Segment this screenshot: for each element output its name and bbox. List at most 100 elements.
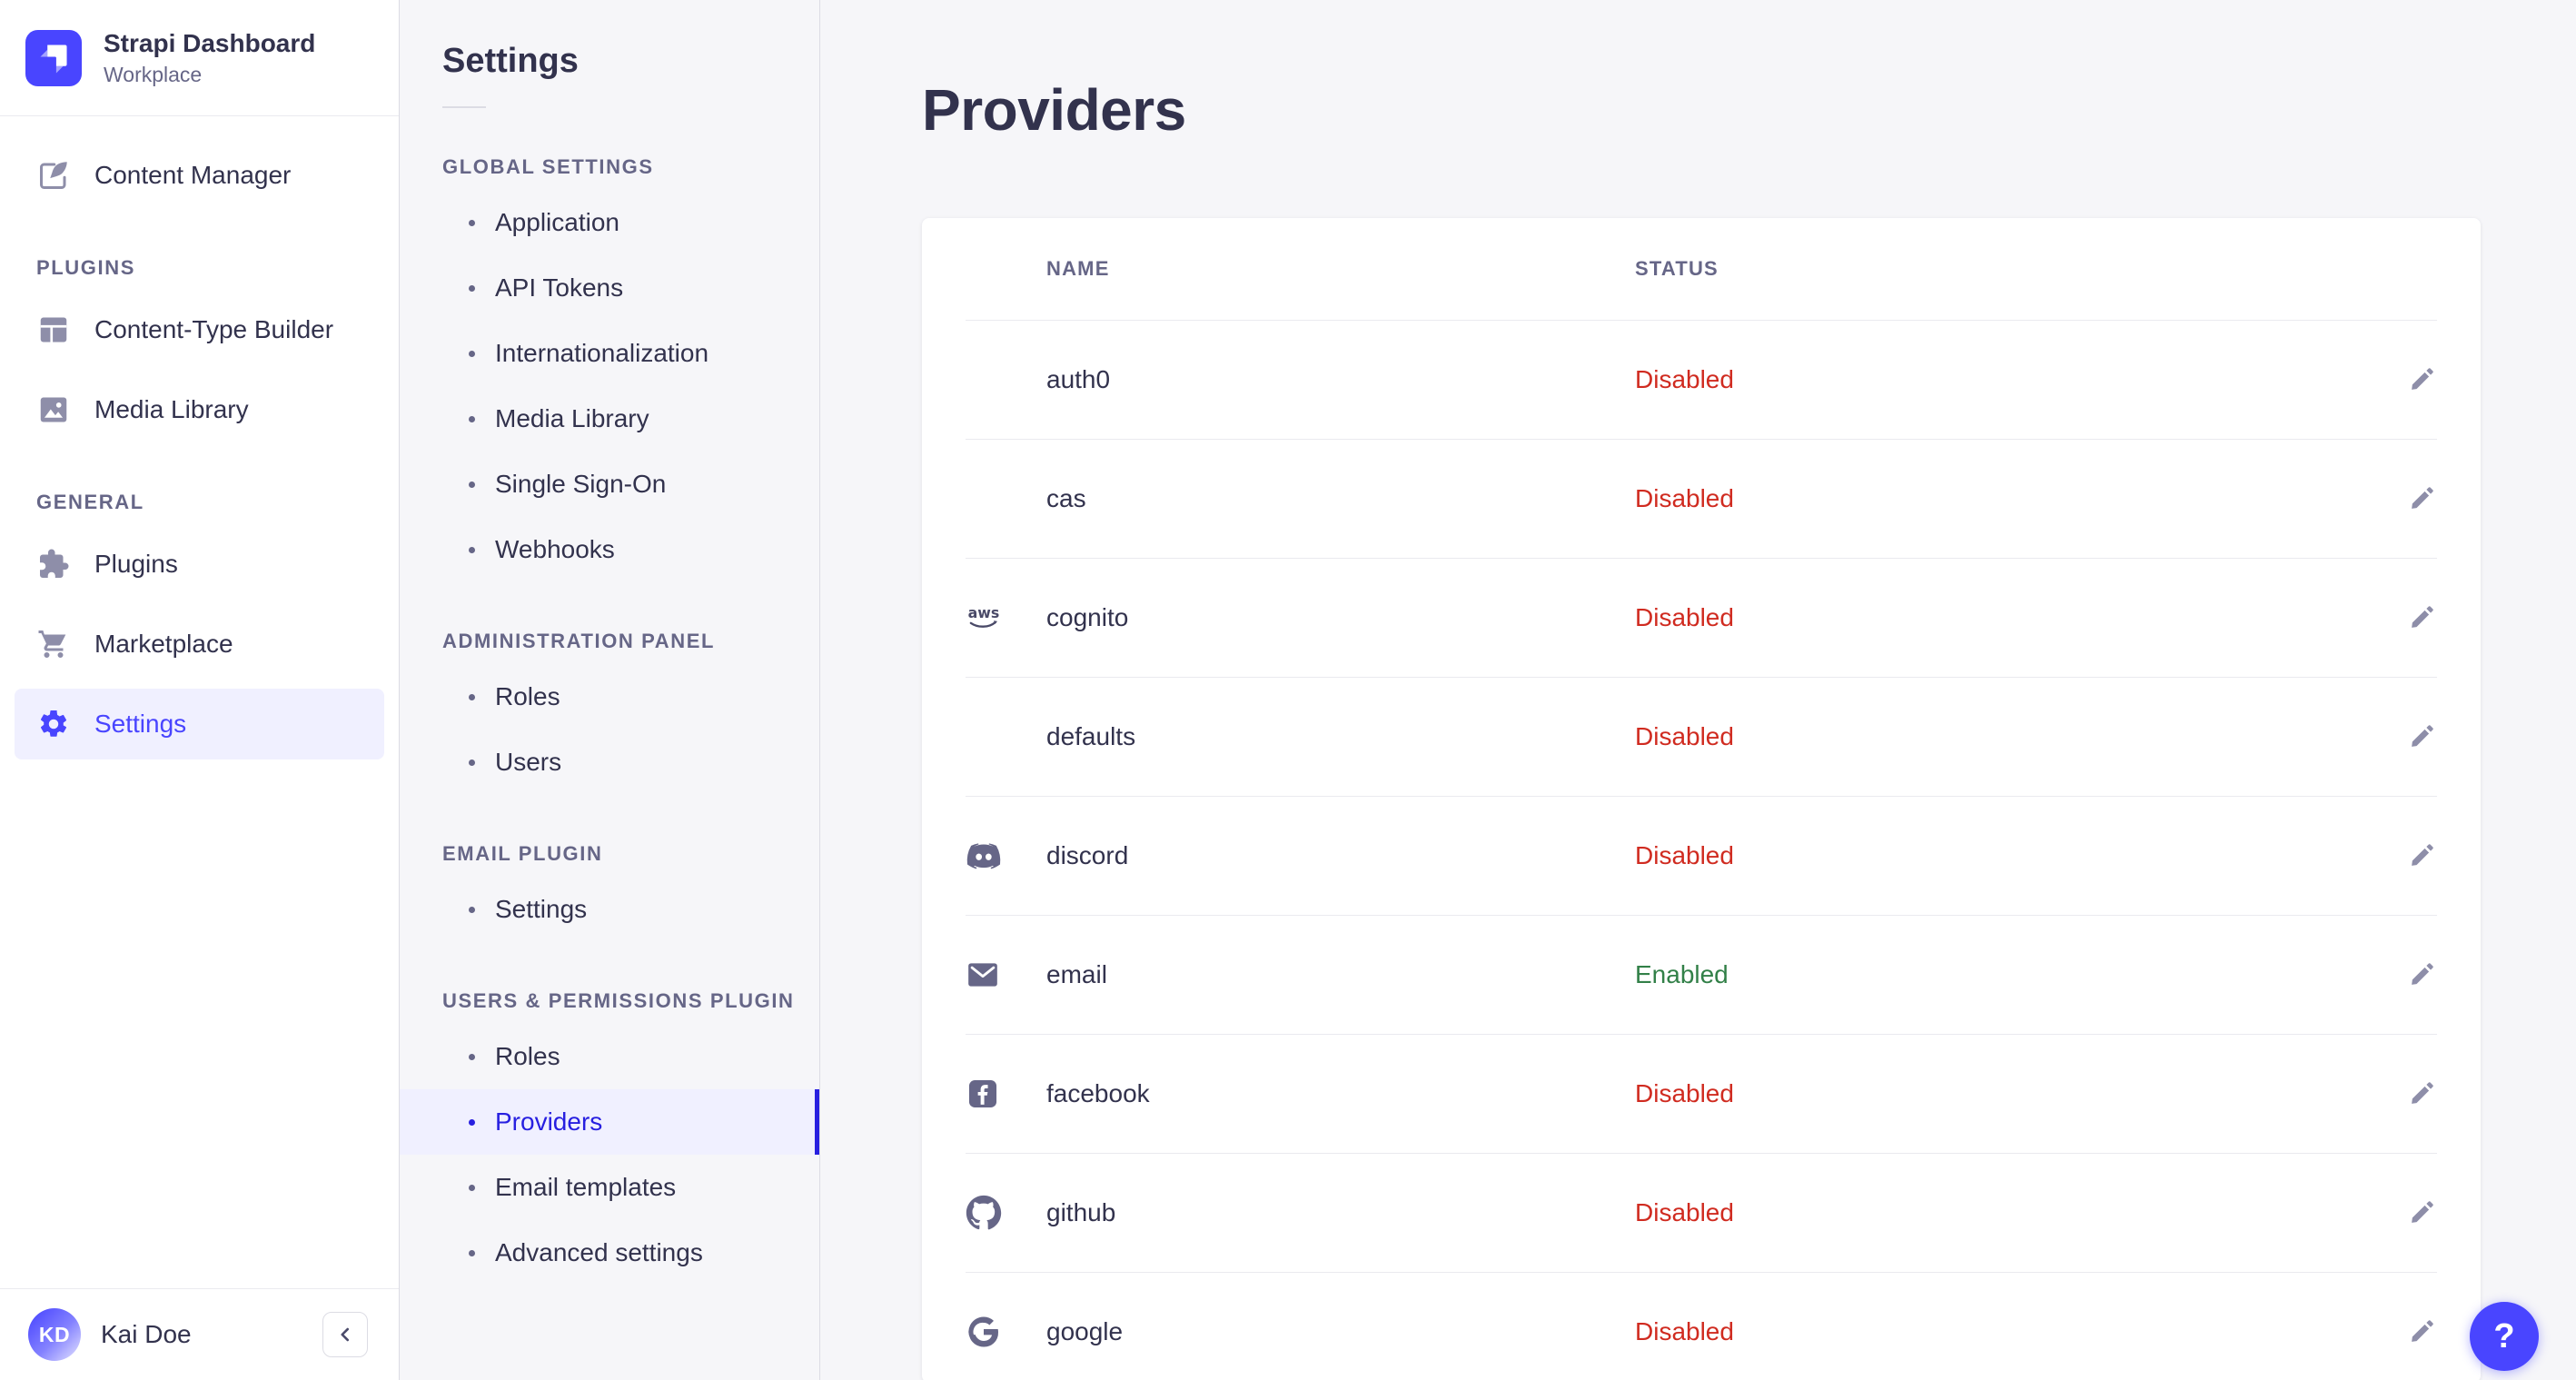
brand-subtitle: Workplace [104, 62, 203, 86]
status-badge: Disabled [1635, 603, 1734, 631]
table-row: facebook Disabled [966, 1034, 2437, 1153]
brand-text: Strapi Dashboard Workplace [104, 29, 315, 87]
subnav-section-users-permissions-plugin: USERS & PERMISSIONS PLUGIN [442, 989, 795, 1012]
help-button[interactable]: ? [2470, 1302, 2539, 1371]
user-row: KD Kai Doe [0, 1288, 399, 1380]
edit-provider-button[interactable] [2408, 842, 2435, 869]
subnav-item-webhooks[interactable]: Webhooks [400, 517, 819, 582]
subnav-item-label: Media Library [495, 404, 649, 432]
cart-icon [36, 627, 71, 661]
github-icon [966, 1195, 1002, 1230]
edit-provider-button[interactable] [2408, 961, 2435, 988]
sidebar-item-marketplace[interactable]: Marketplace [15, 609, 384, 680]
subnav-section-administration-panel: ADMINISTRATION PANEL [442, 630, 716, 652]
subnav-item-providers[interactable]: Providers [400, 1089, 819, 1155]
provider-name: github [1046, 1198, 1116, 1226]
layout-grid-icon [36, 313, 71, 347]
subnav-item-label: Webhooks [495, 535, 615, 563]
subnav-item-application[interactable]: Application [400, 190, 819, 255]
user-avatar[interactable]: KD [28, 1308, 81, 1361]
sidebar-item-settings[interactable]: Settings [15, 689, 384, 759]
pencil-icon [2412, 844, 2433, 866]
subnav-item-label: Single Sign-On [495, 470, 667, 498]
table-row: discord Disabled [966, 796, 2437, 915]
bullet-icon [469, 693, 475, 700]
status-badge: Disabled [1635, 484, 1734, 512]
subnav-item-media-library[interactable]: Media Library [400, 386, 819, 452]
provider-name: cas [1046, 484, 1086, 512]
user-name: Kai Doe [101, 1320, 192, 1348]
puzzle-icon [36, 547, 71, 581]
page-title: Providers [922, 77, 1186, 143]
provider-icon-cell [966, 958, 1046, 992]
sidebar-section-plugins: PLUGINS [36, 256, 135, 279]
subnav-divider [442, 106, 486, 108]
subnav-section-global-settings: GLOBAL SETTINGS [442, 155, 654, 178]
edit-provider-button[interactable] [2408, 366, 2435, 393]
sidebar-item-content-manager[interactable]: Content Manager [15, 140, 384, 211]
sidebar-item-plugins[interactable]: Plugins [15, 529, 384, 600]
brand-title: Strapi Dashboard [104, 28, 316, 57]
bullet-icon [469, 481, 475, 488]
subnav-item-admin-users[interactable]: Users [400, 730, 819, 795]
subnav-item-up-roles[interactable]: Roles [400, 1024, 819, 1089]
subnav-item-internationalization[interactable]: Internationalization [400, 321, 819, 386]
pencil-icon [2412, 1320, 2433, 1342]
table-row: google Disabled [966, 1272, 2437, 1380]
pencil-icon [2412, 725, 2433, 747]
sidebar-item-label: Media Library [94, 395, 249, 423]
subnav-item-label: Providers [495, 1107, 603, 1136]
status-badge: Disabled [1635, 1198, 1734, 1226]
edit-provider-button[interactable] [2408, 723, 2435, 750]
provider-icon-cell [966, 1314, 1046, 1350]
table-row: aws cognito Disabled [966, 558, 2437, 677]
table-row: cas Disabled [966, 439, 2437, 558]
provider-name: defaults [1046, 722, 1136, 750]
collapse-sidebar-button[interactable] [322, 1312, 368, 1357]
edit-provider-button[interactable] [2408, 1199, 2435, 1226]
subnav-item-advanced-settings[interactable]: Advanced settings [400, 1220, 819, 1286]
edit-provider-button[interactable] [2408, 1080, 2435, 1107]
settings-subnav: Settings GLOBAL SETTINGS Application API… [400, 0, 820, 1380]
facebook-icon [968, 1079, 997, 1108]
providers-table-card: NAME STATUS auth0 Disabled cas Disabled [922, 218, 2481, 1380]
provider-name: discord [1046, 841, 1129, 869]
main-sidebar: Strapi Dashboard Workplace Content Manag… [0, 0, 400, 1380]
edit-provider-button[interactable] [2408, 485, 2435, 512]
provider-name: facebook [1046, 1079, 1150, 1107]
subnav-item-single-sign-on[interactable]: Single Sign-On [400, 452, 819, 517]
svg-text:aws: aws [968, 604, 1000, 621]
sidebar-item-media-library[interactable]: Media Library [15, 374, 384, 445]
sidebar-item-label: Plugins [94, 550, 178, 578]
sidebar-item-label: Content Manager [94, 161, 292, 189]
provider-name: cognito [1046, 603, 1129, 631]
pencil-icon [2412, 1201, 2433, 1223]
pencil-icon [2412, 368, 2433, 390]
subnav-item-admin-roles[interactable]: Roles [400, 664, 819, 730]
gear-icon [36, 707, 71, 741]
workspace-switcher[interactable]: Strapi Dashboard Workplace [0, 0, 399, 116]
pencil-icon [2412, 487, 2433, 509]
column-header-status: STATUS [1635, 257, 1719, 280]
column-header-name: NAME [1046, 257, 1110, 280]
table-row: defaults Disabled [966, 677, 2437, 796]
subnav-item-email-settings[interactable]: Settings [400, 877, 819, 942]
bullet-icon [469, 1118, 475, 1126]
content-manager-icon [36, 158, 71, 193]
pencil-icon [2412, 606, 2433, 628]
provider-icon-cell [966, 1195, 1046, 1231]
edit-provider-button[interactable] [2408, 1318, 2435, 1345]
provider-icon-cell [966, 838, 1046, 874]
subnav-item-label: Internationalization [495, 339, 709, 367]
subnav-item-email-templates[interactable]: Email templates [400, 1155, 819, 1220]
subnav-item-api-tokens[interactable]: API Tokens [400, 255, 819, 321]
bullet-icon [469, 1184, 475, 1191]
subnav-item-label: API Tokens [495, 273, 624, 302]
sidebar-item-content-type-builder[interactable]: Content-Type Builder [15, 294, 384, 365]
edit-provider-button[interactable] [2408, 604, 2435, 631]
status-badge: Disabled [1635, 365, 1734, 393]
subnav-item-label: Email templates [495, 1173, 677, 1201]
picture-icon [36, 392, 71, 427]
sidebar-section-general: GENERAL [36, 491, 144, 513]
